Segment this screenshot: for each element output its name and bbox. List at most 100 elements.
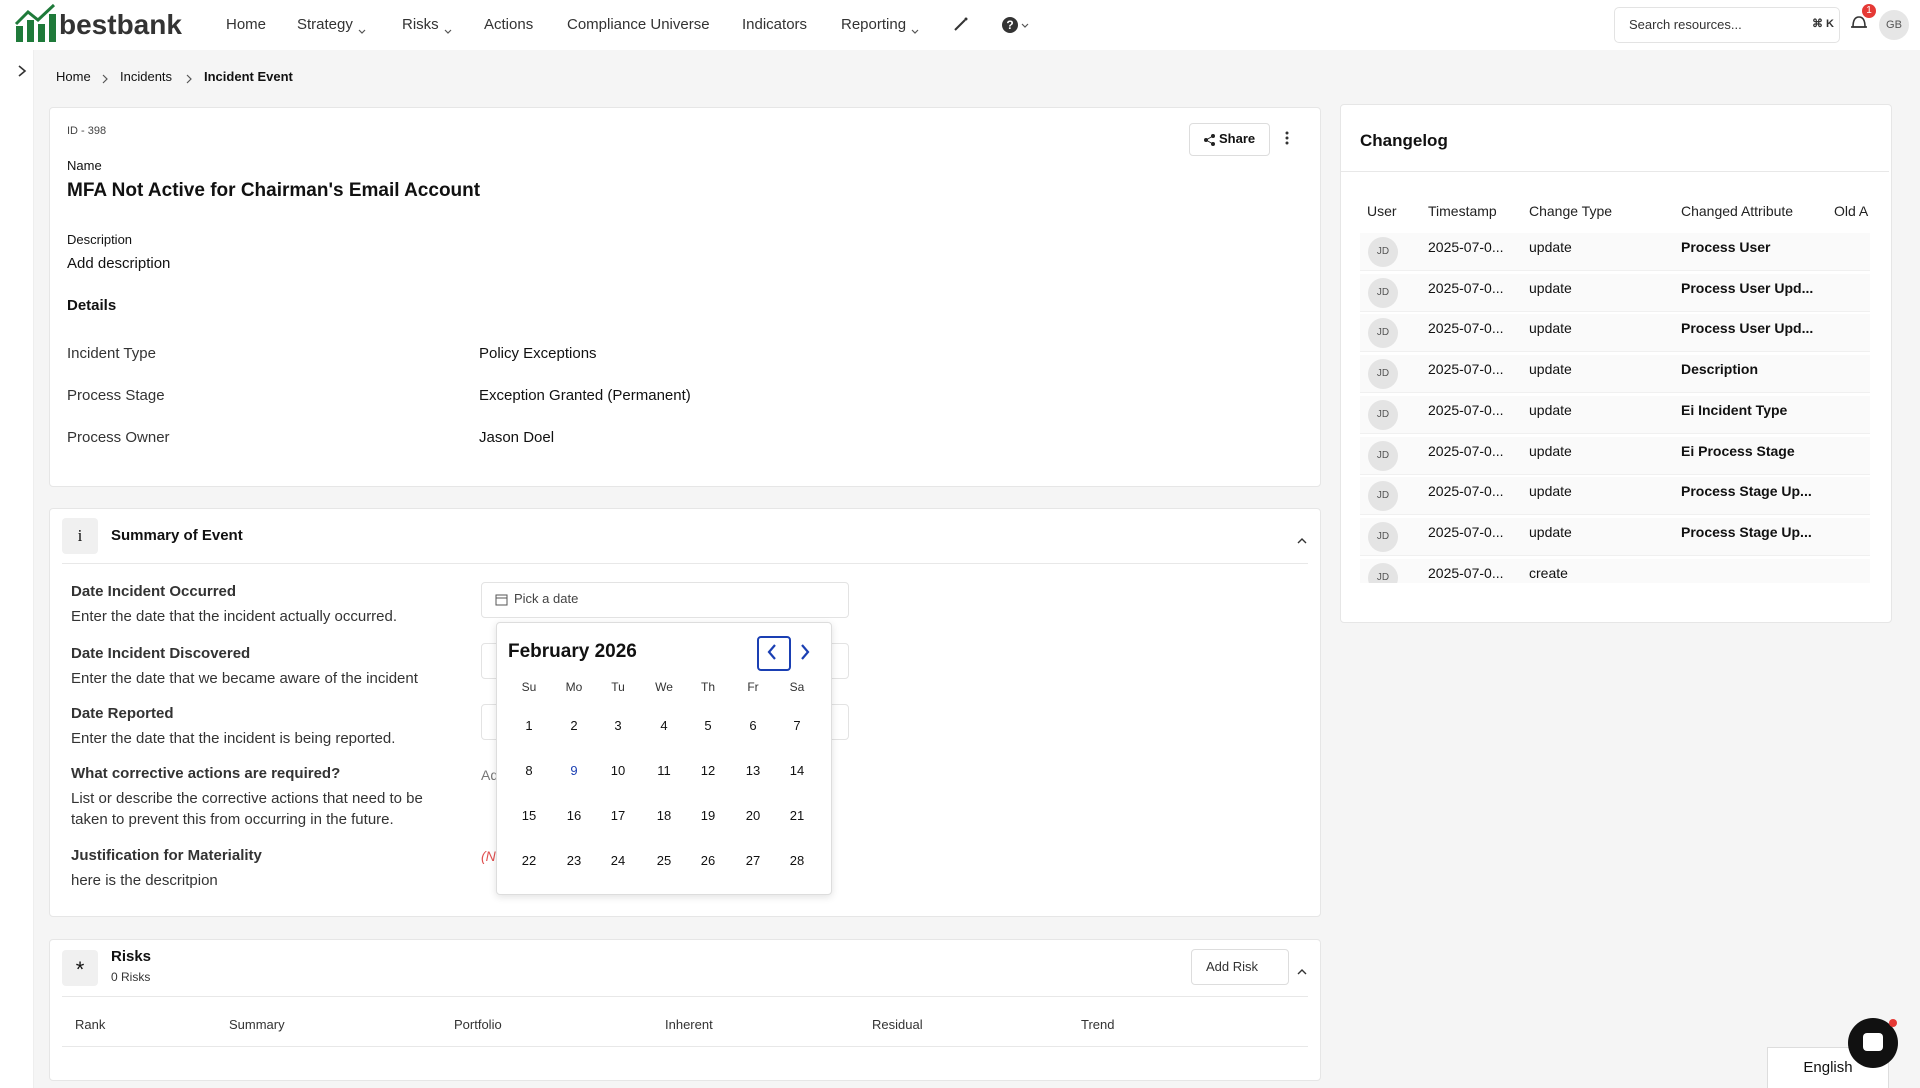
bell-icon[interactable] xyxy=(1849,12,1869,37)
weekday: We xyxy=(655,680,673,694)
calendar-day[interactable]: 27 xyxy=(745,853,761,868)
search-box[interactable] xyxy=(1614,7,1840,43)
field-help: Enter the date that we became aware of t… xyxy=(71,670,418,687)
calendar-day[interactable]: 25 xyxy=(656,853,672,868)
nav-item[interactable]: Reporting xyxy=(841,16,907,33)
breadcrumb-item: Incident Event xyxy=(204,69,293,84)
date-input[interactable] xyxy=(481,582,849,618)
field-label: What corrective actions are required? xyxy=(71,765,341,782)
calendar-day[interactable]: 13 xyxy=(745,763,761,778)
breadcrumb-sep xyxy=(102,72,109,90)
collapse-chevron[interactable] xyxy=(1297,532,1307,550)
changed-attribute: Process Stage Up... xyxy=(1681,483,1812,500)
share-button[interactable] xyxy=(1189,123,1270,156)
calendar-day[interactable]: 14 xyxy=(789,763,805,778)
nav-item[interactable]: Risks xyxy=(402,16,439,33)
timestamp: 2025-07-0... xyxy=(1428,279,1504,296)
calendar-day[interactable]: 20 xyxy=(745,808,761,823)
changed-attribute: Ei Process Stage xyxy=(1681,442,1795,459)
calendar-day[interactable]: 22 xyxy=(521,853,537,868)
section-title: Risks xyxy=(111,948,152,965)
calendar-day[interactable]: 21 xyxy=(789,808,805,823)
nav-item[interactable]: Home xyxy=(226,16,267,33)
column-header: Rank xyxy=(75,1017,106,1032)
weekday: Tu xyxy=(611,680,625,694)
calendar-day[interactable]: 18 xyxy=(656,808,672,823)
calendar-day[interactable]: 2 xyxy=(570,718,578,733)
change-type: update xyxy=(1529,239,1572,255)
nav-item[interactable]: Strategy xyxy=(297,16,353,33)
detail-value: Exception Granted (Permanent) xyxy=(479,387,691,404)
next-month[interactable] xyxy=(800,644,810,665)
section-title: Details xyxy=(67,297,117,314)
breadcrumb-item[interactable]: Home xyxy=(56,69,91,84)
user-avatar: JD xyxy=(1368,237,1398,267)
calendar-day[interactable]: 17 xyxy=(610,808,626,823)
calendar-day[interactable]: 16 xyxy=(566,808,582,823)
chat-button[interactable] xyxy=(1848,1018,1898,1073)
detail-label: Process Stage xyxy=(67,387,165,404)
change-type: update xyxy=(1529,279,1572,296)
calendar-day[interactable]: 8 xyxy=(525,763,533,778)
calendar-day[interactable]: 26 xyxy=(700,853,716,868)
add-risk-button[interactable] xyxy=(1191,949,1289,985)
calendar-day[interactable]: 3 xyxy=(614,718,622,733)
calendar-day[interactable]: 24 xyxy=(610,853,626,868)
field-help: List or describe the corrective actions … xyxy=(71,790,423,807)
nav-item[interactable]: Indicators xyxy=(742,16,808,33)
share-icon xyxy=(1204,133,1216,151)
row-bg xyxy=(1360,558,1870,583)
changed-attribute: Process User Upd... xyxy=(1681,320,1814,337)
user-avatar[interactable]: GB xyxy=(1879,10,1909,40)
sidebar xyxy=(0,50,34,1088)
calendar-day[interactable]: 6 xyxy=(749,718,757,733)
breadcrumb-item[interactable]: Incidents xyxy=(120,69,173,84)
changed-attribute: Process User xyxy=(1681,239,1771,255)
nav-item[interactable]: Actions xyxy=(484,16,534,33)
collapse-chevron[interactable] xyxy=(1297,963,1307,981)
calendar-day[interactable]: 11 xyxy=(657,763,671,778)
help-icon[interactable]: ? xyxy=(1001,16,1031,39)
row-bg xyxy=(1360,436,1870,475)
user-avatar: JD xyxy=(1368,399,1398,430)
column-header: Portfolio xyxy=(454,1017,502,1032)
calendar-day[interactable]: 9 xyxy=(570,763,578,778)
calendar-day[interactable]: 19 xyxy=(700,808,716,823)
field-value: Ad xyxy=(481,767,499,783)
nav-chevron xyxy=(444,22,452,40)
calendar-day[interactable]: 12 xyxy=(700,763,716,778)
nav-chevron xyxy=(911,22,919,40)
calendar-day[interactable]: 4 xyxy=(660,718,668,733)
more-icon[interactable] xyxy=(1285,131,1289,150)
prev-month[interactable] xyxy=(757,636,791,671)
record-id: ID - 398 xyxy=(67,125,107,137)
calendar-day[interactable]: 28 xyxy=(789,853,805,868)
calendar-day[interactable]: 1 xyxy=(525,718,533,733)
magic-icon[interactable] xyxy=(953,16,969,37)
field-help: here is the descritpion xyxy=(71,872,218,889)
user-avatar: JD xyxy=(1368,277,1398,308)
field-label: Name xyxy=(67,158,102,173)
calendar-day[interactable]: 7 xyxy=(793,718,801,733)
timestamp: 2025-07-0... xyxy=(1428,483,1504,500)
weekday: Th xyxy=(700,680,715,694)
row-bg xyxy=(1360,395,1870,434)
prev-icon xyxy=(767,644,777,665)
calendar-icon xyxy=(495,593,508,611)
nav-item[interactable]: Compliance Universe xyxy=(567,16,710,33)
row-bg xyxy=(1360,233,1870,271)
calendar-day[interactable]: 5 xyxy=(704,718,712,733)
field-label: Date Incident Discovered xyxy=(71,645,251,662)
divider xyxy=(62,563,1308,564)
calendar-day[interactable]: 15 xyxy=(521,808,537,823)
risks-card xyxy=(49,939,1321,1081)
description[interactable]: Add description xyxy=(67,255,171,272)
change-type: update xyxy=(1529,320,1572,337)
user-avatar: JD xyxy=(1368,562,1398,583)
changed-attribute: Ei Incident Type xyxy=(1681,401,1788,418)
calendar-day[interactable]: 10 xyxy=(610,763,626,778)
detail-label: Process Owner xyxy=(67,429,170,446)
calendar-day[interactable]: 23 xyxy=(566,853,582,868)
sidebar-toggle[interactable] xyxy=(15,64,29,78)
